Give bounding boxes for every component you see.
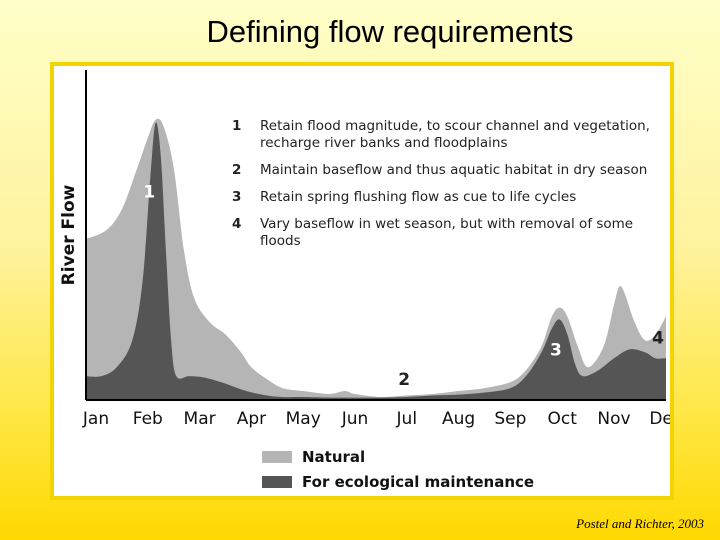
month-label-dec: Dec [649,409,670,429]
y-axis-label: River Flow [59,184,79,285]
annotation-text-4: floods [260,233,301,249]
month-label-jan: Jan [82,409,109,429]
month-label-apr: Apr [237,409,266,429]
month-label-mar: Mar [184,409,216,429]
month-label-jun: Jun [341,409,369,429]
legend-label-natural: Natural [302,448,365,466]
annotation-text-4: Vary baseflow in wet season, but with re… [260,216,633,232]
month-label-aug: Aug [442,409,475,429]
curve-label-3: 3 [550,340,562,360]
annotation-text-1: recharge river banks and floodplains [260,135,507,151]
month-label-may: May [286,409,321,429]
annotation-number-1: 1 [232,118,241,134]
annotation-text-1: Retain flood magnitude, to scour channel… [260,118,650,134]
slide-title: Defining flow requirements [206,14,574,49]
legend-label-ecological: For ecological maintenance [302,473,534,491]
month-label-oct: Oct [547,409,577,429]
river-flow-chart: River Flow Jan Feb Mar Apr May Jun Jul Aug Sep Oct… [59,70,670,491]
annotation-text-3: Retain spring flushing flow as cue to li… [260,189,576,205]
annotation-text-2: Maintain baseflow and thus aquatic habit… [260,162,647,178]
annotation-number-4: 4 [232,216,241,232]
legend-swatch-ecological [262,476,292,488]
citation: Postel and Richter, 2003 [576,516,704,531]
legend-swatch-natural [262,451,292,463]
month-label-feb: Feb [133,409,163,429]
month-label-sep: Sep [494,409,526,429]
chart-frame: River Flow Jan Feb Mar Apr May Jun Jul Aug Sep Oct… [50,62,674,500]
annotation-number-3: 3 [232,189,241,205]
natural-flow-area [86,118,666,400]
ecological-flow-area [86,122,666,400]
curve-label-4: 4 [652,328,664,348]
month-label-jul: Jul [396,409,418,429]
curve-label-2: 2 [398,370,410,390]
annotation-number-2: 2 [232,162,241,178]
month-label-nov: Nov [597,409,630,429]
curve-label-1: 1 [143,182,155,202]
